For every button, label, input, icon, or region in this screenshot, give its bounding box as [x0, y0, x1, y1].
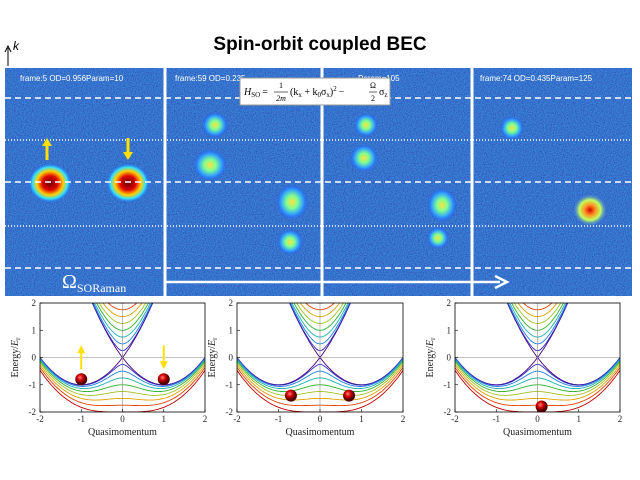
x-tick-label: -2	[233, 414, 241, 424]
atom-cloud	[28, 163, 72, 203]
atom-cloud	[427, 227, 449, 249]
y-tick-label: 0	[32, 353, 37, 363]
atom-ball	[343, 389, 356, 402]
y-tick-label: 0	[447, 353, 452, 363]
x-axis-label: Quasimomentum	[503, 427, 572, 438]
y-tick-label: -2	[226, 407, 234, 417]
y-axis-label-part: E	[425, 340, 436, 347]
formula: σz	[379, 87, 388, 99]
x-tick-label: -1	[78, 414, 86, 424]
drive-arrowhead	[494, 274, 510, 290]
x-tick-label: 0	[318, 414, 323, 424]
atom-cloud	[202, 112, 228, 138]
formula: 1	[279, 81, 283, 90]
formula: 2m	[276, 94, 286, 103]
atom-cloud	[354, 113, 378, 137]
x-axis-label: Quasimomentum	[286, 427, 355, 438]
atom-cloud	[427, 188, 457, 222]
formula: (kx + k0σx)2−	[290, 85, 345, 99]
frame-label: frame:5 OD=0.956Param=10	[20, 74, 124, 83]
x-tick-label: -2	[36, 414, 44, 424]
atom-cloud	[572, 193, 608, 227]
y-axis-label: Energy/Er	[10, 337, 22, 378]
y-tick-label: 1	[229, 325, 234, 335]
y-tick-label: -1	[29, 380, 37, 390]
atom-ball	[284, 389, 297, 402]
x-tick-label: 0	[535, 414, 540, 424]
y-tick-label: -1	[226, 380, 234, 390]
y-tick-label: 1	[447, 325, 452, 335]
formula: 2	[371, 94, 375, 103]
band-plot: -2 -1 0 1 2 2 1 0 -1 -2 Quasimomentum Energy/Er	[207, 298, 406, 438]
x-tick-label: -1	[275, 414, 283, 424]
panel-dividers	[163, 68, 474, 296]
spin-arrowhead	[42, 138, 52, 146]
x-axis-label: Quasimomentum	[88, 427, 157, 438]
x-tick-label: 1	[162, 414, 167, 424]
y-axis-label-part: Energy/	[207, 346, 218, 378]
x-tick-label: 1	[577, 414, 582, 424]
atom-cloud	[193, 149, 227, 181]
y-axis-label-part: r	[211, 337, 219, 340]
k-label: k	[13, 39, 20, 53]
formula-box: HSO = 1 2m (kx + k0σx)2− Ω 2 σz	[239, 77, 391, 106]
absorption-images: frame:5 OD=0.956Param=10 frame:59 OD=0.2…	[5, 68, 632, 296]
atom-ball	[157, 373, 170, 386]
formula: Ω	[370, 81, 376, 90]
y-axis-label: Energy/Er	[425, 337, 437, 378]
x-tick-label: 1	[359, 414, 364, 424]
atom-ball	[75, 373, 88, 386]
spin-arrowhead	[159, 361, 168, 370]
atom-cloud	[276, 184, 308, 220]
spin-arrowhead	[77, 345, 86, 354]
y-axis-label: Energy/Er	[207, 337, 219, 378]
y-axis-label-part: Energy/	[10, 346, 21, 378]
x-tick-label: 2	[203, 414, 208, 424]
atom-cloud	[277, 229, 303, 255]
band-curve	[455, 370, 620, 412]
y-tick-label: -1	[444, 380, 452, 390]
x-tick-label: 2	[618, 414, 623, 424]
band-plot: -2 -1 0 1 2 2 1 0 -1 -2 Quasimomentum Energy/Er	[10, 298, 208, 438]
spin-arrowhead	[123, 152, 133, 160]
x-tick-label: 2	[401, 414, 406, 424]
band-curve	[40, 370, 205, 412]
frame-label: frame:59 OD=0.235	[175, 74, 246, 83]
atom-ball	[535, 400, 548, 413]
y-axis-label-part: r	[429, 337, 437, 340]
y-tick-label: 0	[229, 353, 234, 363]
band-plot: -2 -1 0 1 2 2 1 0 -1 -2 Quasimomentum Energy/Er	[425, 298, 623, 438]
band-curve	[237, 370, 403, 412]
atom-cloud	[350, 144, 378, 172]
y-tick-label: 2	[32, 298, 37, 308]
x-tick-label: -1	[493, 414, 501, 424]
atom-cloud	[500, 116, 524, 140]
y-axis-label-part: r	[14, 337, 22, 340]
frame-label: frame:74 OD=0.435Param=125	[480, 74, 593, 83]
y-axis-label-part: Energy/	[425, 346, 436, 378]
y-tick-label: 2	[229, 298, 234, 308]
y-axis-label-part: E	[207, 340, 218, 347]
y-tick-label: 2	[447, 298, 452, 308]
y-tick-label: -2	[29, 407, 37, 417]
atom-cloud	[106, 163, 150, 203]
band-plots: -2 -1 0 1 2 2 1 0 -1 -2 Quasimomentum Energy/Er -2 -1…	[10, 298, 623, 438]
y-tick-label: 1	[32, 325, 37, 335]
slide-title: Spin-orbit coupled BEC	[213, 34, 426, 55]
k-arrowhead	[4, 44, 12, 53]
y-tick-label: -2	[444, 407, 452, 417]
drive-label: ΩSORaman	[62, 271, 126, 295]
formula: HSO =	[243, 87, 268, 99]
y-axis-label-part: E	[10, 340, 21, 347]
x-tick-label: -2	[451, 414, 459, 424]
x-tick-label: 0	[120, 414, 125, 424]
